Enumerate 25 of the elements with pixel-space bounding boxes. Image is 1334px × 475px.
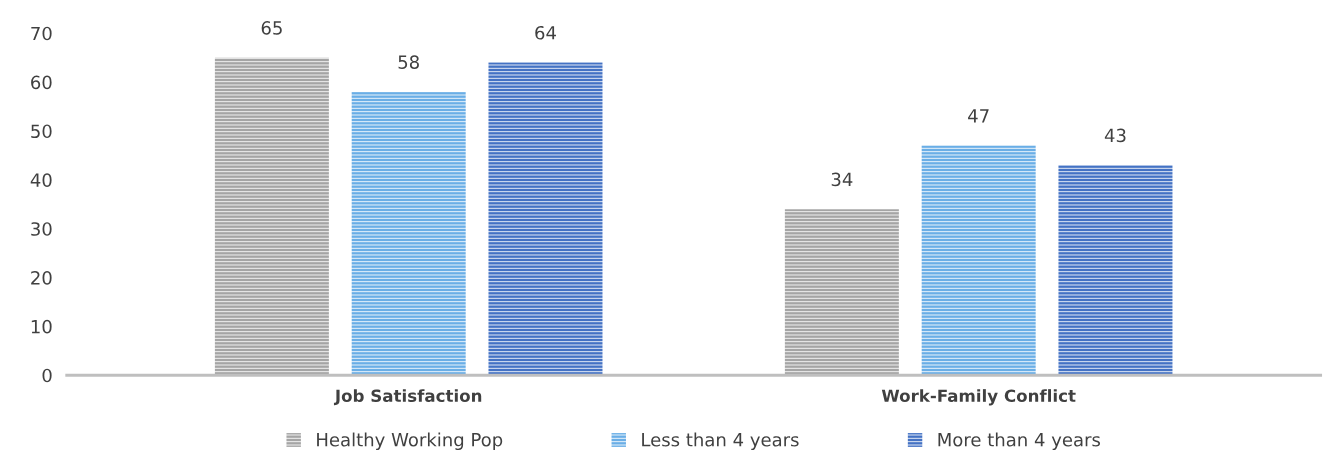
data-label: 65 — [261, 21, 282, 35]
y-tick-label: 20 — [31, 270, 52, 285]
x-tick-label: Work-Family Conflict — [881, 389, 1076, 406]
y-tick-label: 30 — [31, 222, 52, 236]
y-tick-label: 0 — [42, 368, 52, 383]
y-tick-label: 10 — [31, 319, 52, 334]
legend-label: Healthy Working Pop — [317, 432, 503, 451]
y-tick-label: 70 — [31, 26, 52, 41]
bar — [784, 209, 899, 376]
data-label: 43 — [1104, 128, 1126, 143]
y-tick-label: 50 — [31, 124, 52, 139]
data-label: 58 — [398, 55, 419, 69]
data-label: 47 — [968, 109, 989, 123]
y-tick-label: 60 — [31, 75, 52, 90]
bar — [1058, 165, 1173, 376]
data-label: 64 — [535, 25, 556, 40]
data-label: 34 — [831, 172, 853, 187]
bar — [351, 91, 466, 376]
bar — [921, 145, 1036, 376]
bar — [214, 57, 329, 376]
legend-label: More than 4 years — [938, 432, 1101, 451]
y-tick-label: 40 — [30, 173, 52, 187]
legend-label: Less than 4 years — [642, 432, 799, 451]
x-tick-label: Job Satisfaction — [333, 389, 482, 406]
bar — [488, 62, 603, 376]
